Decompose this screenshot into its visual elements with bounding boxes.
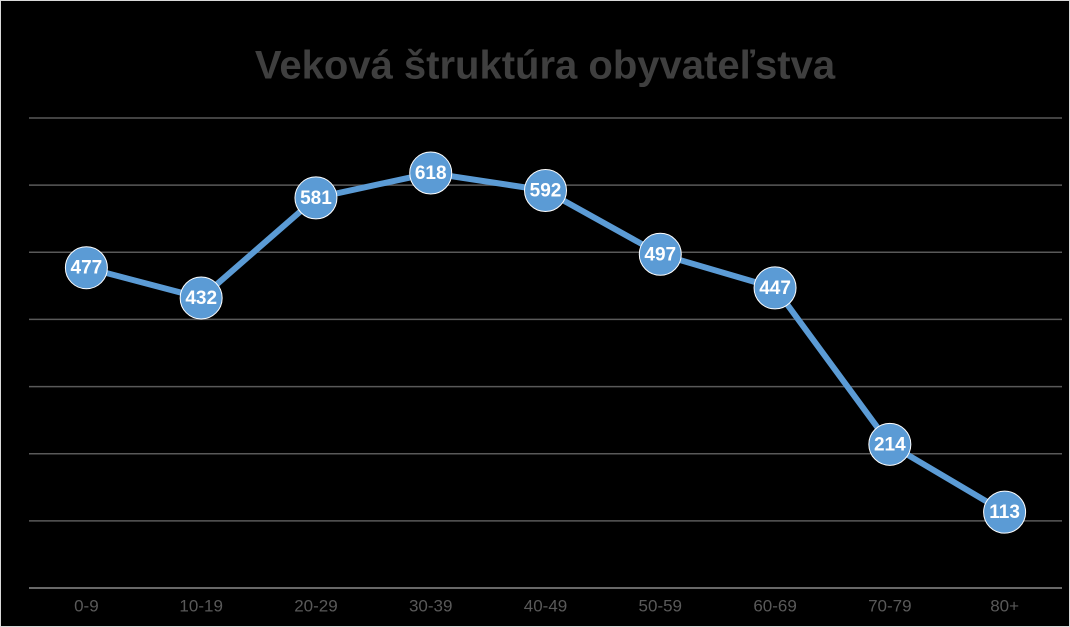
x-tick-label: 0-9 [74,596,99,615]
data-label: 618 [415,163,447,184]
data-label: 432 [185,288,217,309]
x-tick-label: 50-59 [639,596,682,615]
data-label: 581 [300,188,332,209]
data-label: 477 [71,258,103,279]
data-label: 214 [874,434,906,455]
data-point [638,232,682,276]
data-label: 113 [989,502,1020,523]
x-tick-label: 10-19 [179,596,222,615]
data-point [179,276,223,320]
data-point [868,422,912,466]
data-point [64,246,108,290]
x-tick-label: 40-49 [524,596,567,615]
x-tick-label: 20-29 [294,596,337,615]
data-label: 447 [759,278,791,299]
data-label: 592 [530,181,562,202]
chart-title: Veková štruktúra obyvateľstva [255,44,836,88]
data-point [294,176,338,220]
x-tick-label: 70-79 [868,596,911,615]
data-label: 497 [644,244,676,265]
x-tick-label: 30-39 [409,596,452,615]
data-point [409,151,453,195]
x-tick-label: 60-69 [753,596,796,615]
x-tick-label: 80+ [990,596,1019,615]
data-point [753,266,797,310]
data-point [524,169,567,213]
data-point [983,490,1027,534]
